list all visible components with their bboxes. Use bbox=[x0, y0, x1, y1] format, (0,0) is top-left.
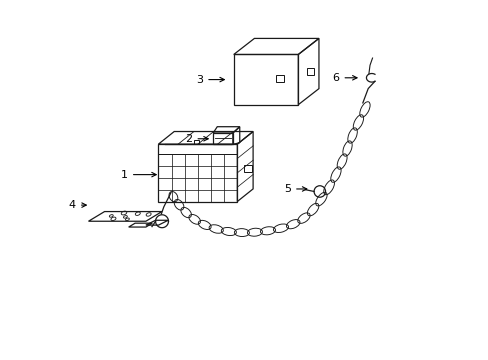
Text: 1: 1 bbox=[121, 170, 156, 180]
Bar bbox=[194, 140, 199, 144]
Text: 6: 6 bbox=[332, 73, 356, 83]
Text: 3: 3 bbox=[196, 75, 224, 85]
Bar bbox=[244, 165, 252, 172]
Bar bbox=[306, 68, 313, 75]
Text: 2: 2 bbox=[185, 134, 208, 144]
Bar bbox=[275, 75, 284, 82]
Text: 5: 5 bbox=[284, 184, 306, 194]
Text: 4: 4 bbox=[69, 200, 86, 210]
